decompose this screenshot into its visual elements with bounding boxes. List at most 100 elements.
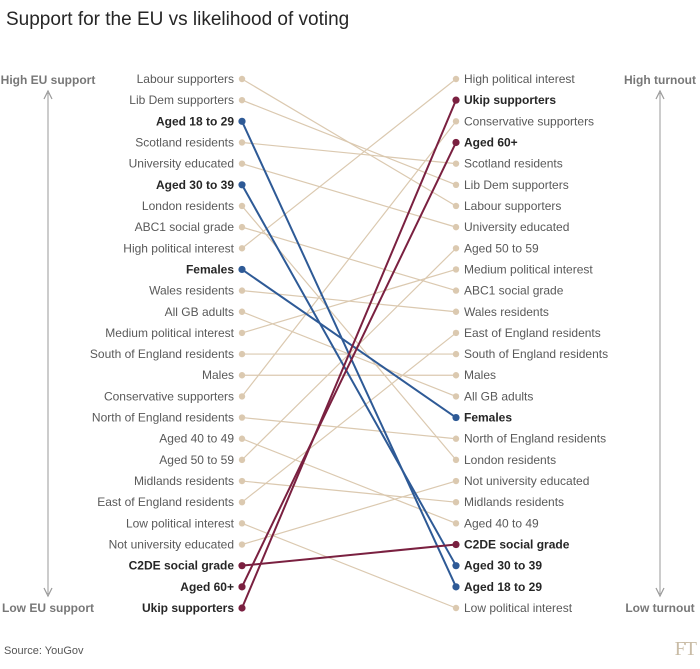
right-axis-arrow-down-icon: [655, 587, 665, 598]
left-point-north-of-england-residents: [238, 414, 246, 421]
left-point-conservative-supporters: [238, 393, 246, 400]
left-axis-bottom-label: Low EU support: [2, 601, 94, 615]
ft-logo: FT: [674, 638, 697, 660]
right-label-high-political-interest: High political interest: [464, 72, 575, 86]
right-point-all-gb-adults: [452, 393, 460, 400]
left-label-not-university-educated: Not university educated: [109, 538, 234, 552]
left-label-aged-40-to-49: Aged 40 to 49: [159, 432, 234, 446]
right-point-medium-political-interest: [452, 266, 460, 273]
right-label-east-of-england-residents: East of England residents: [464, 326, 601, 340]
right-point-university-educated: [452, 223, 460, 231]
right-label-males: Males: [464, 368, 496, 382]
source-note: Source: YouGov: [4, 645, 84, 657]
line-c2de-social-grade: [241, 543, 457, 567]
left-point-scotland-residents: [238, 139, 246, 146]
right-point-females: [452, 413, 460, 422]
line-east-of-england-residents: [241, 332, 457, 503]
right-label-aged-40-to-49: Aged 40 to 49: [464, 516, 539, 530]
line-north-of-england-residents: [241, 416, 457, 440]
right-axis-arrow-up-icon: [655, 89, 665, 100]
line-high-political-interest: [241, 78, 457, 249]
right-axis-top-label: High turnout: [624, 73, 696, 87]
left-point-london-residents: [238, 202, 246, 210]
left-label-conservative-supporters: Conservative supporters: [104, 389, 234, 403]
line-females: [241, 268, 457, 419]
line-university-educated: [241, 163, 457, 228]
right-label-low-political-interest: Low political interest: [464, 601, 573, 615]
left-label-london-residents: London residents: [142, 199, 234, 213]
left-point-wales-residents: [238, 287, 246, 294]
right-point-scotland-residents: [452, 160, 460, 167]
right-point-not-university-educated: [452, 477, 460, 485]
right-label-aged-60: Aged 60+: [464, 135, 518, 149]
right-label-university-educated: University educated: [464, 220, 569, 234]
line-scotland-residents: [241, 141, 457, 165]
right-label-abc1-social-grade: ABC1 social grade: [464, 284, 564, 298]
line-lib-dem-supporters: [241, 99, 457, 186]
right-point-aged-50-to-59: [452, 245, 460, 252]
left-label-labour-supporters: Labour supporters: [137, 72, 234, 86]
line-aged-60: [241, 142, 457, 588]
right-point-high-political-interest: [452, 75, 460, 83]
right-label-females: Females: [464, 411, 512, 425]
line-london-residents: [241, 205, 457, 461]
left-label-north-of-england-residents: North of England residents: [92, 411, 234, 425]
right-label-north-of-england-residents: North of England residents: [464, 432, 606, 446]
left-point-aged-40-to-49: [238, 435, 246, 442]
left-point-not-university-educated: [238, 541, 246, 548]
left-label-all-gb-adults: All GB adults: [165, 305, 234, 319]
right-label-scotland-residents: Scotland residents: [464, 157, 563, 171]
right-label-aged-50-to-59: Aged 50 to 59: [464, 241, 539, 255]
left-label-wales-residents: Wales residents: [149, 284, 234, 298]
left-point-university-educated: [238, 160, 246, 167]
left-point-low-political-interest: [238, 520, 246, 527]
dots-layer: [238, 75, 460, 612]
right-label-lib-dem-supporters: Lib Dem supporters: [464, 178, 569, 192]
right-label-medium-political-interest: Medium political interest: [464, 262, 593, 276]
left-point-midlands-residents: [238, 477, 246, 485]
line-midlands-residents: [241, 480, 457, 503]
left-point-medium-political-interest: [238, 329, 246, 337]
right-point-aged-30-to-39: [452, 562, 460, 570]
right-label-not-university-educated: Not university educated: [464, 474, 589, 488]
right-label-conservative-supporters: Conservative supporters: [464, 114, 594, 128]
left-point-abc1-social-grade: [238, 223, 246, 231]
right-point-wales-residents: [452, 308, 460, 315]
left-label-medium-political-interest: Medium political interest: [105, 326, 234, 340]
right-point-labour-supporters: [452, 202, 460, 210]
left-label-university-educated: University educated: [129, 157, 234, 171]
left-point-labour-supporters: [238, 75, 246, 83]
left-label-aged-18-to-29: Aged 18 to 29: [156, 114, 234, 128]
right-label-south-of-england-residents: South of England residents: [464, 347, 608, 361]
left-label-c2de-social-grade: C2DE social grade: [129, 559, 235, 573]
right-point-east-of-england-residents: [452, 329, 460, 337]
line-ukip-supporters: [241, 99, 457, 609]
left-point-aged-60: [238, 583, 246, 591]
left-point-females: [238, 265, 246, 274]
right-point-south-of-england-residents: [452, 350, 460, 358]
left-label-scotland-residents: Scotland residents: [135, 135, 234, 149]
left-label-abc1-social-grade: ABC1 social grade: [135, 220, 235, 234]
right-point-c2de-social-grade: [452, 540, 460, 549]
right-point-conservative-supporters: [452, 118, 460, 125]
left-label-aged-30-to-39: Aged 30 to 39: [156, 178, 234, 192]
right-label-c2de-social-grade: C2DE social grade: [464, 538, 570, 552]
right-label-all-gb-adults: All GB adults: [464, 389, 533, 403]
left-point-lib-dem-supporters: [238, 96, 246, 104]
left-point-c2de-social-grade: [238, 562, 246, 570]
labels-layer: Labour supporters Lib Dem supporters Aged …: [90, 72, 608, 615]
right-label-aged-30-to-39: Aged 30 to 39: [464, 559, 542, 573]
right-point-north-of-england-residents: [452, 435, 460, 442]
right-point-aged-60: [452, 138, 460, 147]
left-point-aged-50-to-59: [238, 456, 246, 464]
left-label-midlands-residents: Midlands residents: [134, 474, 234, 488]
chart-title: Support for the EU vs likelihood of voti…: [6, 9, 350, 30]
left-point-south-of-england-residents: [238, 350, 246, 358]
left-point-east-of-england-residents: [238, 499, 246, 506]
right-label-wales-residents: Wales residents: [464, 305, 549, 319]
left-axis-arrow-up-icon: [43, 89, 53, 100]
right-point-low-political-interest: [452, 604, 460, 612]
left-point-high-political-interest: [238, 245, 246, 252]
right-label-ukip-supporters: Ukip supporters: [464, 93, 556, 107]
left-label-lib-dem-supporters: Lib Dem supporters: [129, 93, 234, 107]
